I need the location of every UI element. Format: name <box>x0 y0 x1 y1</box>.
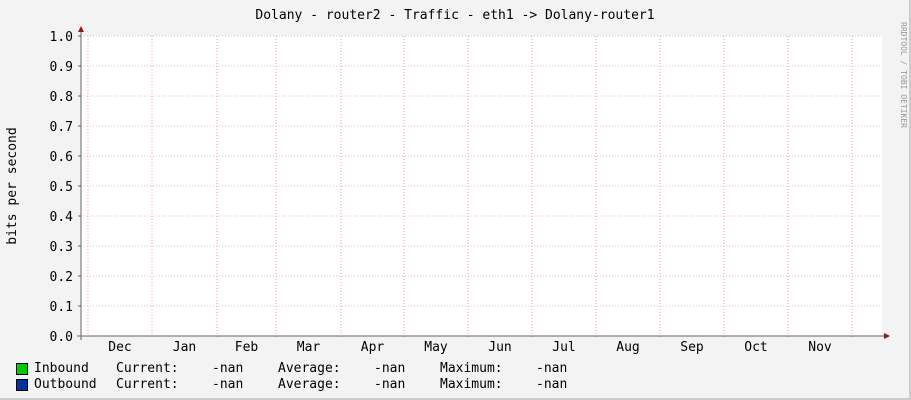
y-tick-label: 0.2 <box>50 270 73 285</box>
x-tick-label: Jul <box>552 340 575 355</box>
legend-maximum-label: Maximum: <box>440 377 503 392</box>
y-tick-label: 0.7 <box>50 120 73 135</box>
legend-maximum: -nan <box>536 361 568 376</box>
y-tick-label: 0.8 <box>50 90 73 105</box>
legend-average-label: Average: <box>278 377 341 392</box>
legend-swatch <box>16 363 28 375</box>
x-tick-label: Nov <box>808 340 832 355</box>
legend-name: Outbound <box>34 377 97 392</box>
y-tick-label: 1.0 <box>50 30 73 45</box>
chart-title: Dolany - router2 - Traffic - eth1 -> Dol… <box>255 8 654 23</box>
watermark: RRDTOOL / TOBI OETIKER <box>899 22 908 128</box>
x-tick-label: Feb <box>235 340 259 355</box>
y-tick-label: 0.4 <box>50 210 74 225</box>
y-tick-label: 0.0 <box>50 330 73 345</box>
legend-average: -nan <box>374 377 406 392</box>
y-tick-label: 0.9 <box>50 60 73 75</box>
x-tick-label: Dec <box>108 340 131 355</box>
y-axis-label: bits per second <box>5 127 20 244</box>
x-tick-label: Jan <box>173 340 196 355</box>
plot-area <box>81 36 882 336</box>
legend-current: -nan <box>212 377 244 392</box>
legend-name: Inbound <box>34 361 89 376</box>
legend-average: -nan <box>374 361 406 376</box>
x-tick-label: Apr <box>361 340 385 355</box>
y-tick-label: 0.6 <box>50 150 73 165</box>
x-tick-label: Mar <box>297 340 321 355</box>
legend-current: -nan <box>212 361 244 376</box>
y-tick-label: 0.3 <box>50 240 73 255</box>
x-tick-label: May <box>424 340 448 355</box>
y-axis-arrow-icon <box>78 26 84 32</box>
legend-current-label: Current: <box>116 361 179 376</box>
legend-current-label: Current: <box>116 377 179 392</box>
legend-swatch <box>16 379 28 391</box>
y-tick-label: 0.1 <box>50 300 73 315</box>
x-tick-label: Oct <box>744 340 767 355</box>
x-axis-arrow-icon <box>884 333 890 339</box>
x-tick-label: Sep <box>680 340 704 355</box>
legend-maximum-label: Maximum: <box>440 361 503 376</box>
x-tick-label: Jun <box>488 340 511 355</box>
y-tick-label: 0.5 <box>50 180 73 195</box>
x-tick-label: Aug <box>616 340 639 355</box>
legend-maximum: -nan <box>536 377 568 392</box>
legend-average-label: Average: <box>278 361 341 376</box>
